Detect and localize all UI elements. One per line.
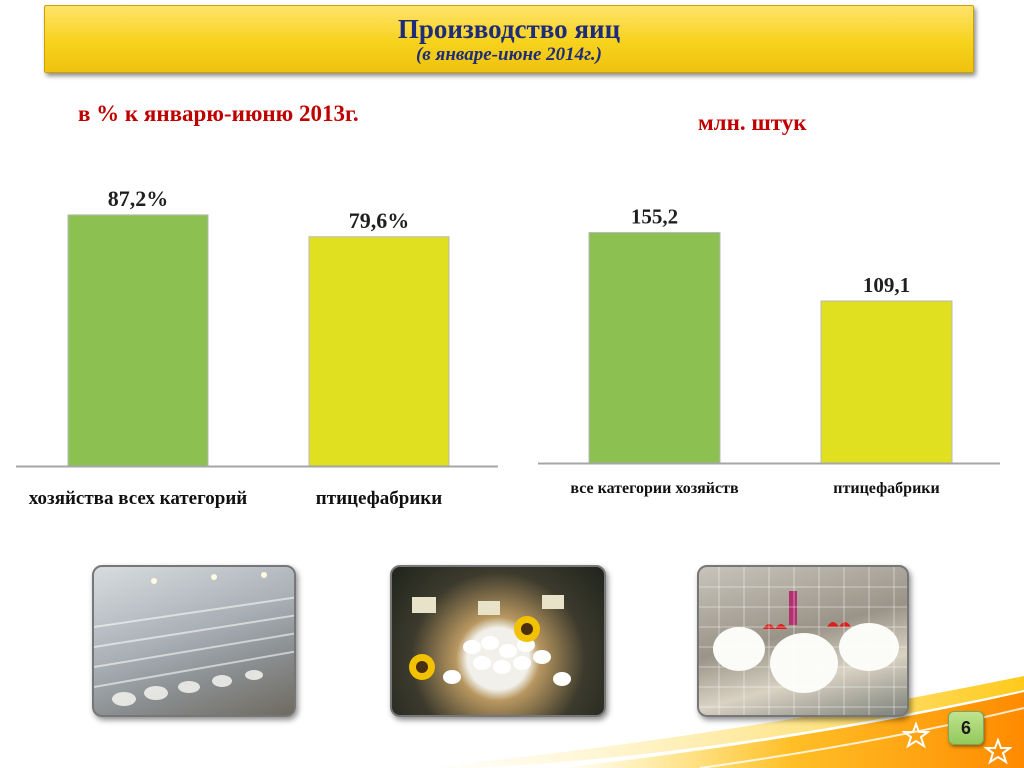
star-icon [984, 738, 1012, 765]
chart1-category-label-1: хозяйства всех категорий [29, 488, 247, 509]
poultry-farm-cages-photo [92, 565, 296, 717]
eggs-in-baskets-photo [390, 565, 606, 717]
left-chart-caption: в % к январю-июню 2013г. [78, 101, 359, 126]
title-banner: Производство яиц (в январе-июне 2014г.) [44, 5, 974, 73]
chart1-bar-1 [67, 214, 209, 467]
chart2-category-label-2: птицефабрики [833, 480, 939, 497]
chart1-value-label-1: 87,2% [108, 186, 169, 211]
chart1-category-label-2: птицефабрики [316, 488, 442, 509]
right-chart-caption: млн. штук [698, 110, 807, 135]
page-subtitle: (в январе-июне 2014г.) [415, 44, 603, 65]
hens-in-cage-photo [697, 565, 909, 717]
chart2-category-label-1: все категории хозяйств [570, 480, 739, 497]
page-number-badge: 6 [948, 711, 984, 745]
chart1-value-label-2: 79,6% [349, 208, 410, 233]
chart2-bar-2 [820, 300, 953, 464]
chart2-value-label-1: 155,2 [631, 205, 678, 229]
chart1-bar-2 [308, 236, 450, 467]
star-icon [902, 722, 930, 749]
chart2-value-label-2: 109,1 [863, 273, 910, 297]
charts-area: 87,2% хозяйства всех категорий 79,6% птицеф… [16, 186, 1000, 509]
chart2-bar-1 [588, 232, 721, 464]
page-title: Производство яиц [397, 14, 621, 44]
